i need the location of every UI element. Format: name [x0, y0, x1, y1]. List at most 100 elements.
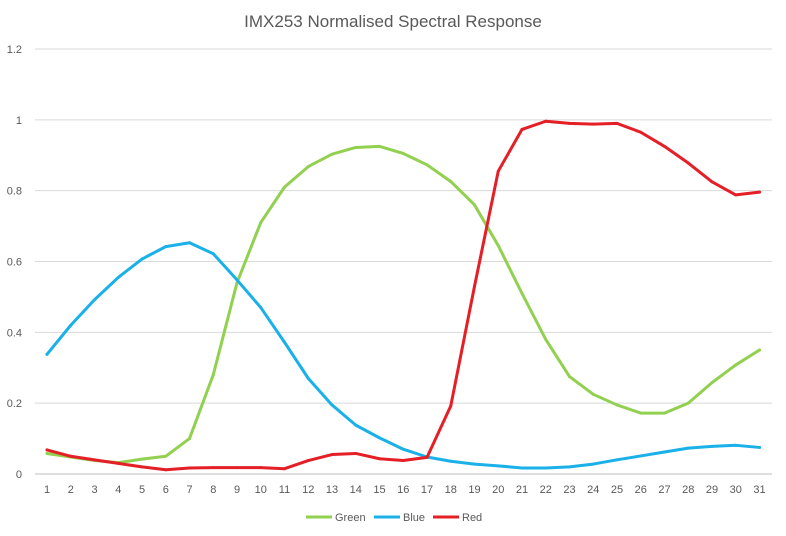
data-point	[686, 161, 690, 165]
data-point	[758, 190, 761, 194]
data-point	[283, 185, 286, 189]
data-point	[568, 465, 571, 469]
data-point	[544, 119, 548, 123]
series-line-red	[45, 119, 761, 472]
x-tick-label: 12	[302, 484, 314, 496]
x-tick-label: 7	[186, 484, 192, 496]
x-tick-label: 20	[492, 484, 504, 496]
data-point	[211, 373, 215, 377]
data-point	[330, 453, 334, 457]
x-tick-label: 16	[397, 484, 409, 496]
data-point	[140, 457, 144, 461]
x-tick-label: 24	[587, 484, 599, 496]
x-tick-label: 8	[210, 484, 216, 496]
data-point	[639, 454, 643, 458]
x-tick-label: 29	[706, 484, 718, 496]
data-point	[69, 454, 73, 458]
x-tick-label: 4	[115, 484, 121, 496]
data-point	[449, 404, 453, 408]
x-tick-label: 17	[421, 484, 433, 496]
data-point	[473, 462, 476, 466]
series-green	[45, 144, 761, 465]
data-point	[544, 466, 548, 470]
data-point	[354, 451, 358, 455]
data-point	[116, 461, 120, 465]
data-point	[378, 436, 381, 440]
x-tick-label: 1	[44, 484, 50, 496]
data-point	[449, 459, 453, 463]
legend-label: Green	[335, 512, 366, 524]
data-point	[259, 221, 263, 225]
legend-item-green: Green	[306, 512, 366, 524]
data-point	[615, 121, 619, 125]
y-tick-label: 0.6	[7, 257, 22, 269]
x-tick-label: 27	[658, 484, 670, 496]
x-tick-label: 19	[468, 484, 480, 496]
data-point	[686, 401, 690, 405]
data-point	[69, 323, 73, 327]
data-point	[639, 411, 643, 415]
data-point	[283, 467, 286, 471]
data-point	[259, 466, 263, 470]
data-point	[306, 459, 310, 463]
data-point	[734, 363, 738, 367]
data-point	[354, 145, 358, 149]
data-point	[449, 179, 453, 183]
data-point	[615, 403, 619, 407]
data-point	[45, 448, 49, 452]
legend-label: Blue	[403, 512, 425, 524]
x-tick-label: 23	[563, 484, 575, 496]
series-blue	[45, 241, 761, 470]
x-tick-label: 31	[753, 484, 765, 496]
data-point	[710, 381, 714, 385]
data-point	[330, 403, 334, 407]
x-tick-label: 6	[163, 484, 169, 496]
data-point	[378, 144, 381, 148]
y-tick-label: 0.2	[7, 398, 22, 410]
data-point	[401, 459, 405, 463]
data-point	[45, 451, 49, 455]
data-point	[188, 241, 191, 245]
data-point	[710, 444, 714, 448]
data-point	[140, 465, 144, 469]
data-point	[140, 257, 144, 261]
data-point	[188, 466, 191, 470]
data-point	[758, 445, 761, 449]
y-tick-label: 0.8	[7, 186, 22, 198]
data-point	[568, 121, 571, 125]
x-tick-label: 10	[255, 484, 267, 496]
data-point	[686, 446, 690, 450]
data-point	[568, 375, 571, 379]
data-point	[306, 376, 310, 380]
data-point	[710, 180, 714, 184]
x-tick-label: 2	[68, 484, 74, 496]
x-tick-label: 5	[139, 484, 145, 496]
data-point	[615, 458, 619, 462]
x-tick-label: 21	[516, 484, 528, 496]
data-point	[544, 337, 548, 341]
data-point	[734, 443, 738, 447]
data-point	[591, 122, 595, 126]
x-tick-label: 11	[279, 484, 290, 496]
data-point	[663, 144, 666, 148]
data-point	[520, 466, 524, 470]
data-point	[283, 340, 286, 344]
data-point	[116, 275, 120, 279]
x-tick-label: 28	[682, 484, 694, 496]
data-point	[330, 152, 334, 156]
x-tick-label: 14	[350, 484, 362, 496]
data-point	[259, 306, 263, 310]
x-tick-label: 30	[730, 484, 742, 496]
data-point	[211, 252, 215, 256]
data-point	[663, 450, 666, 454]
data-point	[473, 284, 476, 288]
x-tick-label: 18	[445, 484, 457, 496]
y-tick-label: 0.4	[7, 327, 22, 339]
data-point	[188, 437, 191, 441]
x-tick-label: 26	[635, 484, 647, 496]
data-point	[164, 468, 168, 472]
data-point	[663, 411, 666, 415]
data-point	[473, 203, 476, 207]
data-point	[235, 466, 239, 470]
